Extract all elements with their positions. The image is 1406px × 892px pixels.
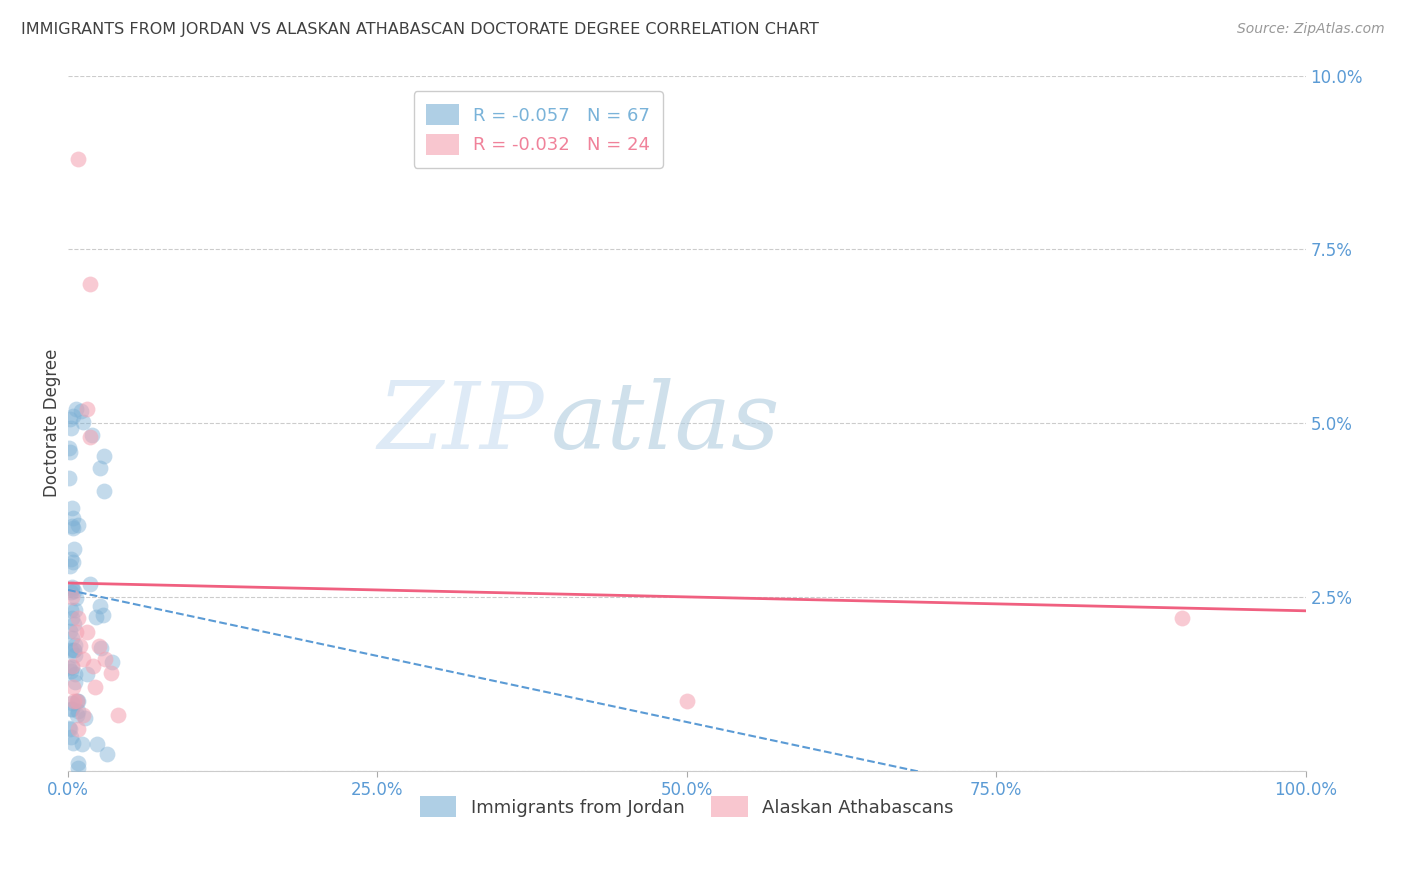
Point	[94, 652, 117, 666]
Point	[70, 738, 93, 752]
Point	[62, 736, 84, 750]
Point	[60, 552, 83, 566]
Point	[60, 590, 83, 604]
Point	[58, 441, 80, 455]
Point	[63, 694, 86, 708]
Point	[58, 624, 80, 639]
Point	[59, 603, 82, 617]
Point	[60, 659, 83, 673]
Point	[72, 708, 94, 723]
Point	[59, 444, 82, 458]
Point	[66, 694, 89, 708]
Point	[69, 639, 91, 653]
Point	[58, 471, 80, 485]
Point	[89, 599, 111, 613]
Point	[60, 580, 83, 594]
Point	[79, 277, 101, 291]
Point	[73, 711, 96, 725]
Point	[63, 584, 86, 599]
Point	[82, 659, 104, 673]
Text: IMMIGRANTS FROM JORDAN VS ALASKAN ATHABASCAN DOCTORATE DEGREE CORRELATION CHART: IMMIGRANTS FROM JORDAN VS ALASKAN ATHABA…	[21, 22, 818, 37]
Point	[100, 666, 122, 681]
Point	[60, 611, 83, 625]
Point	[72, 652, 94, 666]
Point	[62, 511, 84, 525]
Point	[58, 660, 80, 674]
Point	[60, 500, 83, 515]
Point	[59, 642, 82, 657]
Point	[59, 730, 82, 744]
Point	[63, 667, 86, 681]
Point	[675, 694, 697, 708]
Point	[96, 747, 118, 761]
Point	[58, 722, 80, 736]
Point	[60, 696, 83, 710]
Point	[107, 708, 129, 723]
Point	[93, 483, 115, 498]
Point	[62, 409, 84, 424]
Point	[62, 680, 84, 694]
Point	[62, 617, 84, 632]
Point	[1171, 611, 1194, 625]
Point	[59, 411, 82, 425]
Point	[86, 737, 108, 751]
Point	[76, 624, 98, 639]
Point	[90, 641, 112, 656]
Point	[60, 631, 83, 645]
Point	[66, 152, 89, 166]
Point	[66, 517, 89, 532]
Point	[76, 667, 98, 681]
Legend: Immigrants from Jordan, Alaskan Athabascans: Immigrants from Jordan, Alaskan Athabasc…	[413, 789, 960, 824]
Point	[59, 585, 82, 599]
Point	[86, 610, 108, 624]
Point	[89, 461, 111, 475]
Point	[59, 421, 82, 435]
Point	[79, 576, 101, 591]
Point	[63, 674, 86, 689]
Point	[65, 603, 87, 617]
Point	[66, 756, 89, 771]
Point	[66, 722, 89, 736]
Point	[60, 664, 83, 678]
Point	[58, 559, 80, 574]
Point	[60, 582, 83, 597]
Text: atlas: atlas	[551, 378, 780, 468]
Point	[62, 541, 84, 556]
Point	[65, 624, 87, 639]
Point	[65, 648, 87, 662]
Point	[65, 402, 87, 417]
Point	[91, 608, 114, 623]
Point	[70, 404, 93, 418]
Point	[101, 655, 124, 669]
Point	[60, 518, 83, 533]
Point	[79, 430, 101, 444]
Point	[62, 556, 84, 570]
Y-axis label: Doctorate Degree: Doctorate Degree	[44, 349, 60, 498]
Point	[66, 708, 89, 723]
Point	[84, 680, 107, 694]
Point	[63, 638, 86, 652]
Point	[59, 722, 82, 736]
Text: ZIP: ZIP	[378, 378, 544, 468]
Point	[62, 643, 84, 657]
Point	[60, 701, 83, 715]
Point	[87, 639, 110, 653]
Point	[67, 704, 90, 718]
Point	[93, 449, 115, 463]
Point	[72, 415, 94, 429]
Point	[66, 694, 89, 708]
Point	[60, 702, 83, 716]
Point	[66, 611, 89, 625]
Point	[76, 402, 98, 417]
Point	[62, 521, 84, 535]
Point	[66, 761, 89, 775]
Point	[82, 428, 104, 442]
Point	[63, 643, 86, 657]
Point	[60, 660, 83, 674]
Text: Source: ZipAtlas.com: Source: ZipAtlas.com	[1237, 22, 1385, 37]
Point	[65, 591, 87, 605]
Point	[66, 694, 89, 708]
